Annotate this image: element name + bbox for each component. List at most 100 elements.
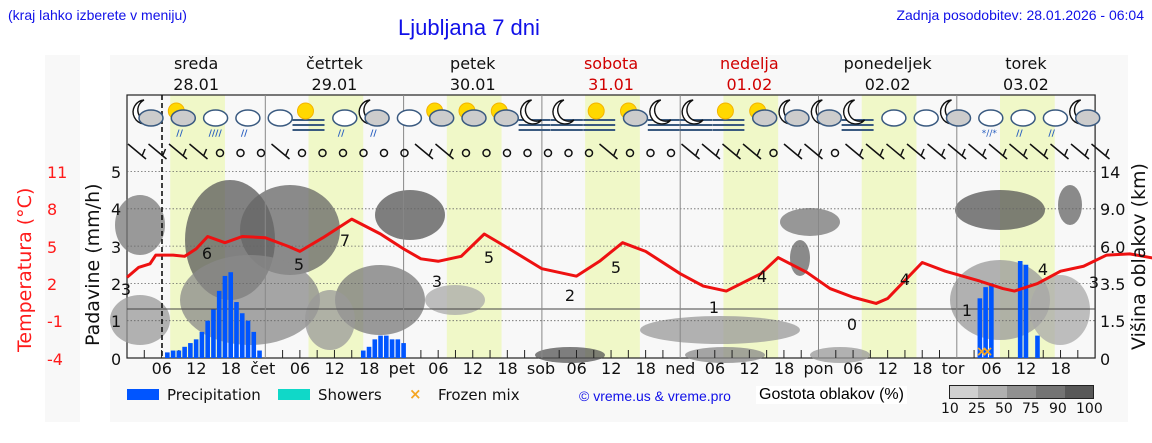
precipitation-bar bbox=[983, 287, 988, 358]
time-tick-label: 12 bbox=[1015, 359, 1037, 378]
axis-tick-label: -1 bbox=[47, 312, 63, 332]
time-tick-label: 12 bbox=[186, 359, 207, 378]
precipitation-bar bbox=[378, 335, 383, 358]
temperature-line bbox=[126, 217, 1152, 305]
cloud-density-area bbox=[780, 208, 840, 236]
precipitation-bar bbox=[366, 346, 372, 358]
frozen-mix-icon: × bbox=[409, 385, 422, 403]
density-swatch bbox=[949, 385, 978, 399]
time-tick-label: 12 bbox=[324, 359, 345, 378]
wind-barb-icon bbox=[947, 143, 967, 160]
axis-tick-label: 14 bbox=[1100, 163, 1121, 182]
precipitation-bar bbox=[251, 331, 257, 358]
precipitation-bar bbox=[1023, 264, 1029, 358]
temperature-value-label: 2 bbox=[565, 286, 575, 305]
axis-tick-label: 5 bbox=[111, 163, 122, 182]
time-tick-label: 18 bbox=[635, 359, 656, 378]
calm-wind-icon bbox=[400, 148, 409, 158]
svg-text://: // bbox=[1016, 129, 1023, 139]
calm-wind-icon bbox=[236, 148, 245, 158]
temperature-value-label: 1 bbox=[709, 298, 719, 317]
showers-swatch bbox=[278, 389, 310, 400]
cloud-rain-icon: // bbox=[1010, 109, 1036, 139]
temperature-value-label: 4 bbox=[757, 267, 767, 286]
copyright-link[interactable]: © vreme.us & vreme.pro bbox=[579, 388, 731, 404]
cloud-density-area bbox=[375, 190, 445, 240]
time-tick-label: tor bbox=[941, 359, 965, 378]
time-tick-label: 06 bbox=[428, 359, 449, 378]
day-date: 02.02 bbox=[864, 75, 911, 94]
cloud-density-area bbox=[685, 347, 765, 363]
calm-wind-icon bbox=[482, 148, 491, 158]
density-tick-label: 10 bbox=[941, 401, 959, 417]
temperature-value-label: 3 bbox=[432, 272, 442, 291]
calm-wind-icon bbox=[461, 148, 471, 158]
cloud-icon bbox=[913, 109, 939, 127]
time-tick-label: čet bbox=[250, 359, 276, 378]
calm-wind-icon bbox=[338, 148, 348, 158]
wind-barb-icon bbox=[804, 143, 823, 160]
time-tick-label: 06 bbox=[704, 359, 726, 378]
cloud-density-area bbox=[790, 240, 810, 276]
svg-text://: // bbox=[1048, 129, 1055, 139]
moon-fog-icon bbox=[680, 99, 713, 131]
daylight-band bbox=[861, 95, 917, 358]
time-tick-label: 18 bbox=[220, 359, 242, 378]
precipitation-bar bbox=[389, 339, 395, 358]
temperature-value-label: 4 bbox=[900, 270, 910, 289]
location-hint[interactable]: (kraj lahko izberete v meniju) bbox=[8, 7, 187, 23]
wind-barb-icon bbox=[865, 143, 885, 160]
sun-cloud-rain-icon: // bbox=[167, 102, 197, 139]
precipitation-bar bbox=[182, 346, 187, 358]
sun-cloud-icon bbox=[490, 102, 520, 127]
wind-barb-icon bbox=[906, 143, 926, 160]
sun-cloud-icon bbox=[458, 102, 487, 127]
day-label-ponedeljek: ponedeljek 02.02 bbox=[828, 53, 948, 95]
sun-cloud-icon bbox=[620, 102, 649, 127]
cloud-density-area bbox=[335, 265, 425, 335]
precipitation-bar bbox=[395, 339, 401, 358]
precipitation-bar bbox=[228, 272, 234, 358]
precipitation-swatch bbox=[127, 389, 159, 400]
day-label-nedelja: nedelja 01.02 bbox=[689, 53, 809, 95]
temperature-axis-panel bbox=[45, 55, 80, 422]
axis-tick-label: 0 bbox=[1100, 349, 1111, 369]
day-date: 01.02 bbox=[726, 75, 773, 94]
cloud-density-area bbox=[1030, 275, 1090, 345]
day-name: nedelja bbox=[720, 54, 779, 73]
time-tick-label: 06 bbox=[566, 359, 587, 378]
calm-wind-icon bbox=[646, 148, 655, 158]
cloud-density-area bbox=[305, 290, 355, 350]
calm-wind-icon bbox=[584, 148, 594, 158]
day-date: 29.01 bbox=[311, 75, 358, 94]
cloud-density-area bbox=[955, 190, 1045, 230]
wind-barb-icon bbox=[1050, 143, 1069, 160]
axis-tick-label: 5 bbox=[47, 237, 58, 257]
temperature-axis-title: Temperatura (°C) bbox=[14, 187, 36, 352]
cloud-rain-icon: // bbox=[332, 109, 358, 139]
density-scale-frame bbox=[949, 385, 1094, 399]
axis-tick-label: 2 bbox=[111, 274, 122, 294]
sun-small-cloud-icon bbox=[749, 102, 778, 127]
cloud-density-area bbox=[115, 195, 165, 255]
calm-wind-icon bbox=[564, 148, 573, 158]
time-tick-label: 18 bbox=[497, 359, 518, 378]
frozen-mix-marker: × bbox=[976, 344, 988, 360]
density-tick-label: 75 bbox=[1022, 401, 1040, 417]
legend-showers: Showers bbox=[318, 386, 382, 404]
temperature-value-label: 6 bbox=[202, 244, 212, 263]
time-tick-label: 12 bbox=[601, 359, 622, 378]
density-tick-label: 50 bbox=[995, 401, 1013, 417]
day-name: petek bbox=[450, 54, 496, 73]
axis-tick-label: -4 bbox=[47, 349, 63, 369]
sun-fog-icon bbox=[292, 102, 325, 131]
sun-fog-icon bbox=[712, 102, 745, 131]
wind-barb-icon bbox=[1091, 143, 1110, 160]
precipitation-bar bbox=[216, 290, 222, 358]
time-tick-label: sob bbox=[526, 359, 556, 378]
precipitation-bar bbox=[188, 343, 193, 358]
temperature-value-label: 5 bbox=[294, 255, 304, 274]
axis-tick-label: 9.0 bbox=[1100, 200, 1126, 220]
time-tick-label: 18 bbox=[773, 359, 795, 378]
time-tick-label: 18 bbox=[912, 359, 933, 378]
